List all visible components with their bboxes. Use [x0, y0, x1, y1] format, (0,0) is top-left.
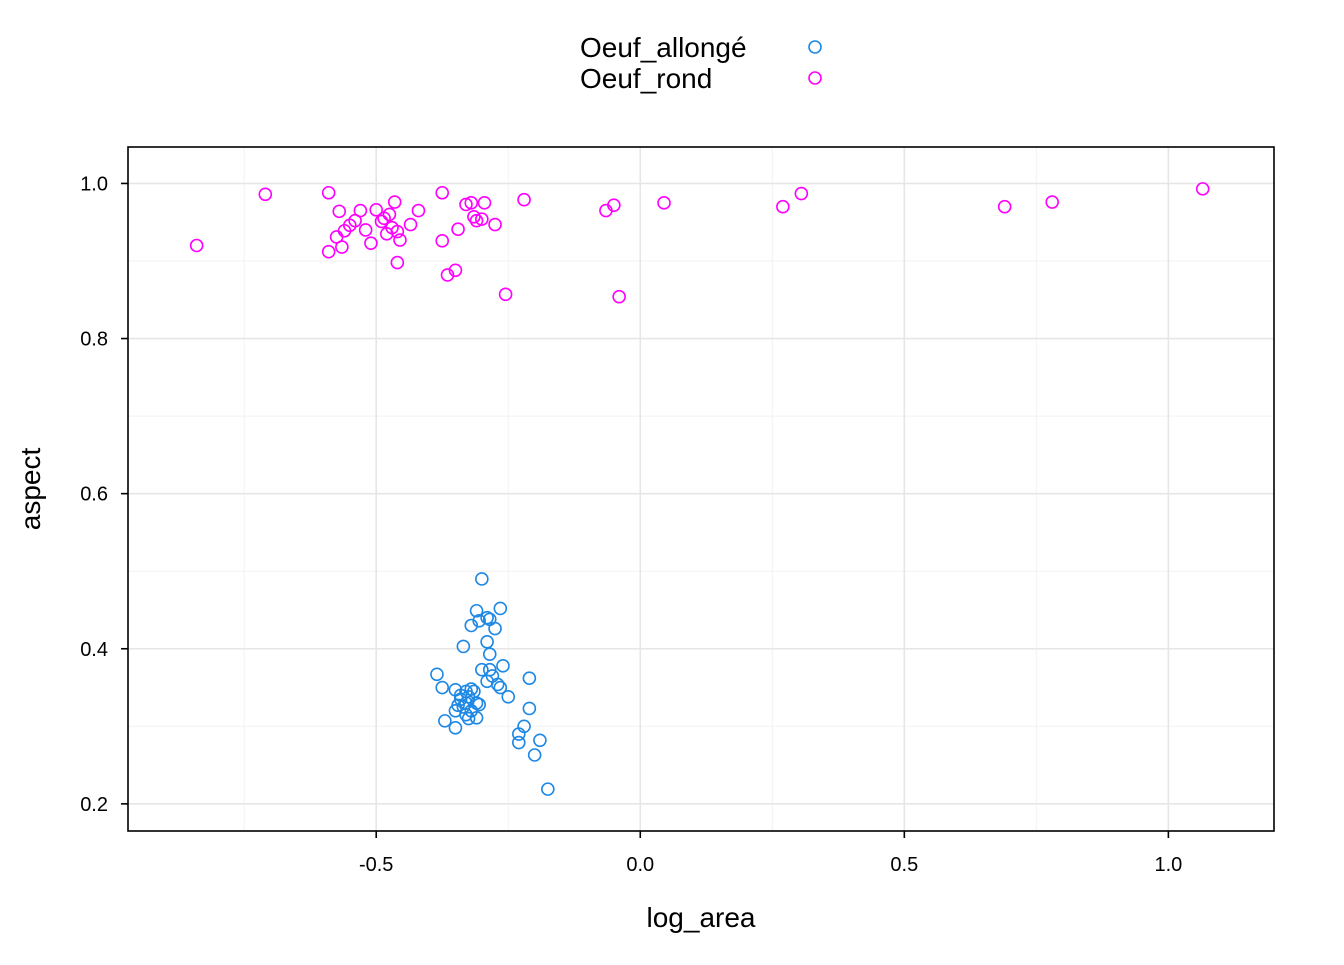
data-point [353, 203, 368, 218]
y-axis-title: aspect [15, 448, 46, 531]
data-point [332, 204, 347, 219]
data-point [435, 680, 450, 695]
y-tick-label: 1.0 [80, 173, 108, 195]
data-point [475, 572, 489, 586]
data-points [189, 182, 1210, 796]
x-tick-label: 0.0 [626, 854, 654, 876]
legend-marker [808, 71, 822, 85]
data-point [438, 714, 452, 728]
data-point [451, 222, 465, 237]
x-tick-label: -0.5 [359, 854, 393, 876]
data-point [469, 603, 484, 618]
data-point [390, 255, 405, 270]
data-point [467, 209, 481, 224]
data-point [435, 234, 450, 248]
data-point [393, 233, 407, 247]
data-point [480, 634, 494, 649]
data-point [493, 601, 508, 616]
data-point [189, 238, 204, 253]
legend-label: Oeuf_allongé [580, 32, 747, 63]
data-point [472, 697, 486, 712]
y-tick-label: 0.6 [80, 484, 108, 506]
data-point [435, 185, 450, 200]
y-tick-label: 0.4 [80, 639, 108, 661]
data-point [469, 213, 484, 228]
data-point [1195, 182, 1210, 196]
grid-lines [128, 147, 1274, 831]
data-point [612, 289, 626, 304]
data-point [358, 223, 373, 237]
x-tick-label: 0.5 [890, 854, 918, 876]
data-point [496, 659, 510, 673]
data-point [364, 236, 378, 250]
data-point [448, 263, 463, 278]
data-point [390, 224, 405, 239]
data-point [533, 733, 547, 748]
data-point [493, 680, 508, 695]
data-point [657, 196, 671, 210]
data-point [403, 217, 418, 232]
data-point [377, 211, 391, 226]
data-point [461, 711, 476, 726]
data-point [490, 677, 505, 692]
data-point [448, 721, 463, 735]
data-point [501, 690, 516, 704]
data-point [430, 667, 444, 682]
data-point [498, 287, 513, 302]
data-point [456, 639, 471, 654]
data-point [477, 196, 492, 210]
data-point [475, 212, 489, 226]
plot-panel-border [127, 146, 1275, 832]
data-point [541, 782, 555, 796]
data-point [456, 700, 471, 714]
data-point [475, 662, 489, 677]
data-point [453, 692, 468, 706]
y-tick-label: 0.2 [80, 794, 108, 816]
data-point [459, 707, 473, 722]
data-point [472, 614, 486, 628]
data-point [482, 647, 497, 661]
legend-label: Oeuf_rond [580, 63, 712, 94]
y-tick-label: 0.8 [80, 329, 108, 351]
data-point [480, 610, 494, 625]
data-point [1045, 195, 1059, 209]
data-point [337, 223, 352, 238]
data-point [512, 735, 526, 750]
data-point [607, 198, 621, 212]
data-point [464, 196, 479, 210]
data-point [522, 671, 537, 686]
data-point [794, 186, 809, 201]
data-point [374, 214, 389, 229]
data-point [464, 682, 479, 696]
data-point [464, 618, 479, 633]
data-point [488, 217, 502, 232]
data-point [527, 748, 542, 762]
data-point [459, 197, 473, 212]
data-point [522, 701, 537, 716]
data-point [997, 199, 1012, 214]
data-point [488, 621, 502, 636]
data-point [321, 185, 336, 200]
data-point [440, 268, 455, 282]
data-point [329, 230, 344, 244]
data-point [321, 244, 336, 259]
data-point [517, 192, 531, 207]
axis-ticks: -0.5 0.0 0.5 1.0 0.2 0.4 0.6 0.8 1.0 [80, 173, 1182, 876]
data-point [387, 195, 402, 209]
data-point [369, 203, 384, 217]
data-point [411, 203, 426, 218]
data-point [776, 199, 790, 214]
x-tick-label: 1.0 [1154, 854, 1182, 876]
data-point [258, 187, 273, 202]
legend-marker [808, 40, 822, 54]
data-point [512, 727, 526, 741]
x-axis-title: log_area [647, 902, 756, 933]
